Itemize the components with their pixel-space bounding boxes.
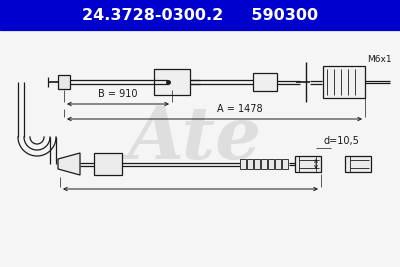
Bar (268, 159, 274, 169)
Bar (295, 156, 321, 172)
Bar (345, 156, 371, 172)
Text: Ate: Ate (128, 104, 262, 175)
Text: A = 1478: A = 1478 (217, 104, 262, 114)
Bar (253, 73, 277, 91)
Bar (94, 153, 122, 175)
Bar (254, 159, 260, 169)
Text: 24.3728-0300.2     590300: 24.3728-0300.2 590300 (82, 7, 318, 22)
Bar (323, 66, 365, 98)
Bar (275, 159, 281, 169)
Bar (247, 159, 253, 169)
Bar (240, 159, 246, 169)
Bar (58, 75, 70, 89)
Text: M6x1: M6x1 (367, 55, 392, 64)
Text: d=10,5: d=10,5 (324, 136, 360, 146)
Polygon shape (58, 153, 80, 175)
Bar (282, 159, 288, 169)
Bar (261, 159, 267, 169)
Bar (154, 69, 190, 95)
Text: B = 910: B = 910 (98, 89, 138, 99)
Bar (0, 0, 400, 30)
